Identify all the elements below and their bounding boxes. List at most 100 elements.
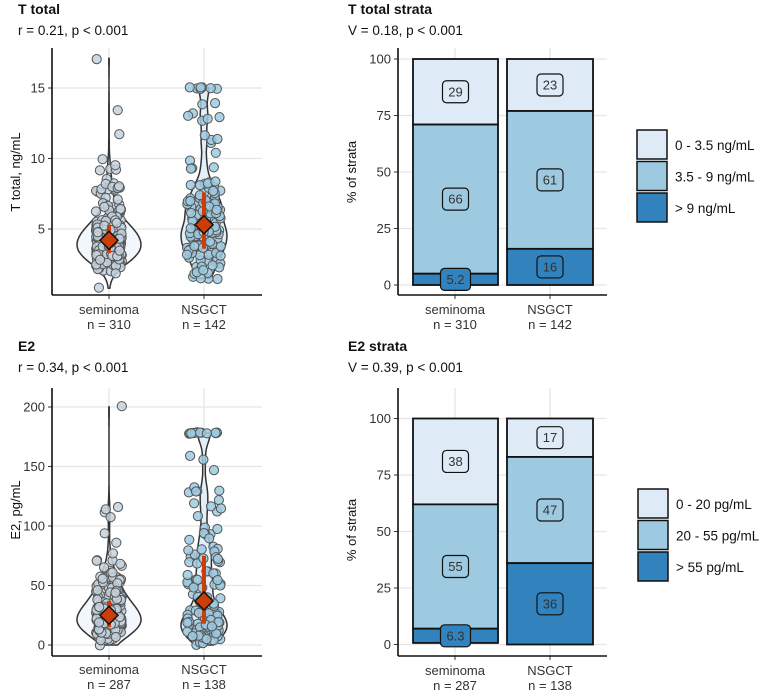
data-point bbox=[107, 548, 119, 559]
data-point bbox=[208, 162, 219, 173]
data-point bbox=[215, 503, 227, 514]
data-point bbox=[202, 113, 213, 124]
data-point bbox=[206, 621, 217, 632]
data-label: 6.3 bbox=[446, 628, 464, 643]
data-label-box bbox=[536, 592, 564, 616]
data-point bbox=[114, 129, 125, 140]
y-axis-label: % of strata bbox=[344, 498, 359, 561]
data-point bbox=[112, 194, 123, 205]
legend-label: > 9 ng/mL bbox=[675, 201, 736, 216]
y-tick-label: 0 bbox=[384, 637, 391, 652]
data-point bbox=[195, 82, 206, 93]
data-label: 23 bbox=[543, 77, 557, 92]
data-point bbox=[115, 558, 126, 569]
y-tick-label: 50 bbox=[377, 165, 391, 180]
x-tick-label: NSGCT bbox=[181, 302, 227, 317]
y-tick-label: 0 bbox=[38, 638, 45, 653]
median-marker bbox=[193, 214, 215, 235]
data-point bbox=[208, 465, 220, 476]
legend-key bbox=[636, 192, 668, 223]
x-tick-label: NSGCT bbox=[527, 663, 573, 678]
data-point bbox=[213, 495, 224, 506]
data-point bbox=[210, 147, 221, 158]
data-point bbox=[182, 617, 193, 628]
data-point bbox=[186, 428, 197, 439]
data-label: 5.2 bbox=[446, 272, 464, 287]
data-point bbox=[99, 528, 110, 539]
data-point bbox=[189, 241, 200, 252]
data-point bbox=[183, 110, 194, 121]
data-point bbox=[186, 207, 197, 219]
data-point bbox=[181, 249, 193, 260]
panel-subtitle: r = 0.21, p < 0.001 bbox=[18, 23, 128, 38]
legend-label: 0 - 20 pg/mL bbox=[676, 497, 752, 512]
data-point bbox=[116, 401, 127, 412]
legend-key bbox=[636, 129, 668, 160]
data-point bbox=[114, 245, 125, 256]
data-point bbox=[184, 534, 195, 545]
data-label-box bbox=[441, 187, 470, 211]
data-point bbox=[189, 498, 200, 509]
data-point bbox=[97, 154, 108, 165]
x-tick-label: seminoma bbox=[425, 302, 486, 317]
data-point bbox=[212, 523, 223, 535]
data-label: 55 bbox=[448, 559, 462, 574]
data-label: 17 bbox=[543, 430, 557, 445]
panel-title: T total bbox=[18, 1, 60, 17]
data-point bbox=[201, 428, 212, 439]
data-label-box bbox=[536, 255, 564, 279]
data-point bbox=[204, 533, 215, 544]
data-point bbox=[214, 112, 225, 123]
x-tick-label: NSGCT bbox=[527, 302, 573, 317]
data-point bbox=[205, 501, 217, 512]
y-axis-label: T total, ng/mL bbox=[8, 132, 23, 211]
y-tick-label: 100 bbox=[369, 411, 391, 426]
data-point bbox=[184, 82, 195, 93]
data-point bbox=[208, 185, 219, 197]
y-tick-label: 75 bbox=[377, 108, 391, 123]
data-point bbox=[211, 204, 222, 215]
data-point bbox=[114, 181, 125, 192]
panel-subtitle: r = 0.34, p < 0.001 bbox=[18, 360, 128, 375]
data-point bbox=[112, 501, 124, 513]
data-point bbox=[95, 254, 106, 265]
data-point bbox=[182, 569, 193, 581]
data-point bbox=[105, 512, 116, 523]
data-point bbox=[212, 553, 223, 565]
data-point bbox=[93, 282, 105, 293]
data-point bbox=[187, 631, 198, 642]
legend-label: 20 - 55 pg/mL bbox=[676, 529, 760, 544]
legend-key bbox=[637, 519, 669, 551]
y-tick-label: 15 bbox=[31, 81, 45, 96]
x-tick-n-label: n = 287 bbox=[87, 677, 131, 692]
data-label-box bbox=[439, 624, 472, 648]
x-tick-n-label: n = 142 bbox=[182, 317, 226, 332]
x-tick-n-label: n = 142 bbox=[528, 317, 572, 332]
panel-title: T total strata bbox=[348, 1, 432, 17]
x-tick-n-label: n = 138 bbox=[528, 678, 572, 692]
data-point bbox=[196, 544, 207, 555]
y-axis-label: % of strata bbox=[344, 140, 359, 203]
data-point bbox=[185, 223, 196, 234]
y-tick-label: 150 bbox=[23, 459, 45, 474]
data-point bbox=[215, 250, 226, 261]
y-tick-label: 200 bbox=[23, 400, 45, 415]
x-tick-n-label: n = 138 bbox=[182, 677, 226, 692]
data-label: 16 bbox=[543, 259, 557, 274]
data-point bbox=[215, 593, 226, 604]
data-point bbox=[110, 631, 121, 643]
data-label: 29 bbox=[448, 84, 462, 99]
data-point bbox=[110, 587, 121, 598]
data-label-box bbox=[536, 498, 564, 522]
y-tick-label: 100 bbox=[369, 52, 391, 67]
data-point bbox=[90, 206, 102, 217]
data-point bbox=[198, 265, 209, 276]
y-tick-label: 10 bbox=[31, 151, 45, 166]
data-point bbox=[185, 179, 196, 191]
data-point bbox=[111, 217, 122, 228]
y-tick-label: 100 bbox=[23, 519, 45, 534]
panel-subtitle: V = 0.18, p < 0.001 bbox=[348, 23, 463, 38]
data-point bbox=[198, 454, 209, 465]
y-tick-label: 0 bbox=[384, 278, 391, 293]
